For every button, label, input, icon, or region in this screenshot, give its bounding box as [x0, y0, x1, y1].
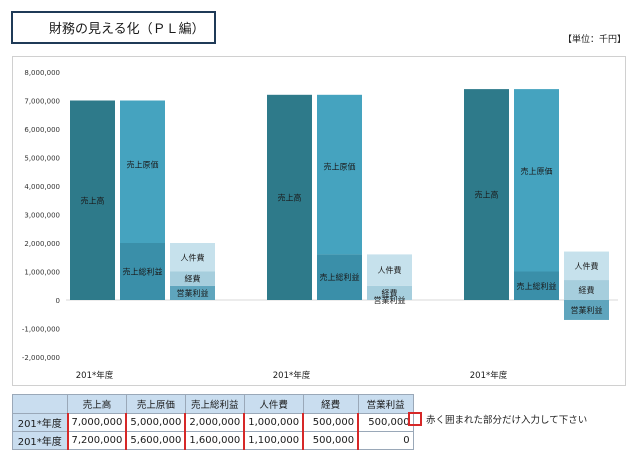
- bar-label-sales: 売上高: [475, 190, 499, 200]
- y-tick-label: 8,000,000: [24, 69, 60, 77]
- bar-label-cost: 売上原価: [127, 160, 159, 170]
- bar-label-operating-profit: 営業利益: [571, 305, 603, 315]
- table-cell-input[interactable]: 1,100,000: [243, 431, 305, 450]
- unit-label: 【単位：千円】: [562, 35, 626, 45]
- table-row: 201*年度 7,200,000 5,600,000 1,600,000 1,1…: [12, 431, 414, 450]
- bar-expenses: [170, 271, 215, 286]
- bar-label-expenses: 経費: [185, 274, 201, 284]
- input-note-text: 赤く囲まれた部分だけ入力して下さい: [426, 415, 588, 426]
- table-row: 201*年度 7,000,000 5,000,000 2,000,000 1,0…: [12, 413, 414, 432]
- bar-label-personnel: 人件費: [378, 265, 402, 275]
- table-header-cell: 売上原価: [125, 394, 186, 414]
- y-tick-label: 0: [56, 297, 60, 305]
- bar-label-personnel: 人件費: [575, 261, 599, 271]
- bar-personnel: [564, 251, 609, 281]
- bar-label-sales: 売上高: [278, 192, 302, 202]
- table-header-cell: 営業利益: [357, 394, 414, 414]
- bar-label-personnel: 人件費: [181, 252, 205, 262]
- table-cell-input[interactable]: 7,000,000: [66, 413, 128, 432]
- y-tick-label: 4,000,000: [24, 183, 60, 191]
- bar-label-cost: 売上原価: [324, 162, 356, 172]
- table-cell-input[interactable]: 500,000: [302, 413, 360, 432]
- bar-label-operating-profit: 営業利益: [177, 288, 209, 298]
- bar-label-sales: 売上高: [81, 195, 105, 205]
- table-cell: 1,600,000: [184, 431, 245, 450]
- table-cell: 2,000,000: [184, 413, 245, 432]
- bar-expenses: [367, 285, 412, 300]
- bar-label-gross-profit: 売上総利益: [320, 272, 360, 282]
- y-tick-label: -1,000,000: [22, 326, 60, 334]
- bar-label-gross-profit: 売上総利益: [123, 267, 163, 277]
- table-header-cell: 売上高: [67, 394, 127, 414]
- table-header-cell: [12, 394, 68, 414]
- y-tick-label: 2,000,000: [24, 240, 60, 248]
- bar-sales: [70, 100, 115, 300]
- table-cell-input[interactable]: 5,600,000: [125, 431, 187, 450]
- red-box-icon: [408, 412, 422, 426]
- table-cell-input[interactable]: 1,000,000: [243, 413, 305, 432]
- bar-label-expenses: 経費: [579, 285, 595, 295]
- y-tick-label: 6,000,000: [24, 126, 60, 134]
- table-header-row: 売上高 売上原価 売上総利益 人件費 経費 営業利益: [12, 394, 414, 414]
- table-header-cell: 経費: [302, 394, 359, 414]
- table-row-label: 201*年度: [12, 431, 68, 450]
- table-header-cell: 人件費: [243, 394, 304, 414]
- pl-chart: 8,000,000 7,000,000 6,000,000 5,000,000 4,00…: [22, 69, 618, 381]
- y-tick-label: 7,000,000: [24, 98, 60, 106]
- bar-sales: [464, 89, 509, 300]
- table-header-cell: 売上総利益: [184, 394, 245, 414]
- x-category-label: 201*年度: [273, 370, 311, 381]
- table-row-label: 201*年度: [12, 413, 68, 432]
- y-tick-label: -2,000,000: [22, 354, 60, 362]
- bar-operating-profit: [170, 285, 215, 300]
- x-category-label: 201*年度: [76, 370, 114, 381]
- pl-table: 売上高 売上原価 売上総利益 人件費 経費 営業利益 201*年度 7,000,…: [12, 394, 414, 450]
- x-category-label: 201*年度: [470, 370, 508, 381]
- bar-label-expenses: 経費: [382, 288, 398, 298]
- bar-label-gross-profit: 売上総利益: [517, 281, 557, 291]
- bar-sales: [267, 94, 312, 300]
- table-cell-input[interactable]: 7,200,000: [66, 431, 128, 450]
- table-cell-input[interactable]: 5,000,000: [125, 413, 187, 432]
- bar-gross-profit: [317, 254, 362, 300]
- bar-personnel: [367, 254, 412, 286]
- y-tick-label: 5,000,000: [24, 155, 60, 163]
- table-cell-input[interactable]: 500,000: [302, 431, 360, 450]
- bar-label-cost: 売上原価: [521, 166, 553, 176]
- bar-cost: [317, 94, 362, 255]
- pl-table-wrap: 売上高 売上原価 売上総利益 人件費 経費 営業利益 201*年度 7,000,…: [12, 394, 414, 450]
- bar-cost: [514, 89, 559, 272]
- bar-gross-profit: [120, 243, 165, 300]
- bar-operating-profit: [564, 300, 609, 320]
- bar-label-operating-profit: 営業利益: [374, 295, 406, 305]
- page-title: 財務の見える化（ＰＬ編）: [11, 11, 216, 44]
- input-note: 赤く囲まれた部分だけ入力して下さい: [408, 412, 587, 426]
- y-tick-label: 3,000,000: [24, 212, 60, 220]
- bar-expenses: [564, 280, 609, 300]
- bar-gross-profit: [514, 271, 559, 300]
- table-cell: 500,000: [357, 413, 414, 432]
- bar-cost: [120, 100, 165, 243]
- y-tick-label: 1,000,000: [24, 269, 60, 277]
- bar-personnel: [170, 243, 215, 272]
- table-cell: 0: [357, 431, 414, 450]
